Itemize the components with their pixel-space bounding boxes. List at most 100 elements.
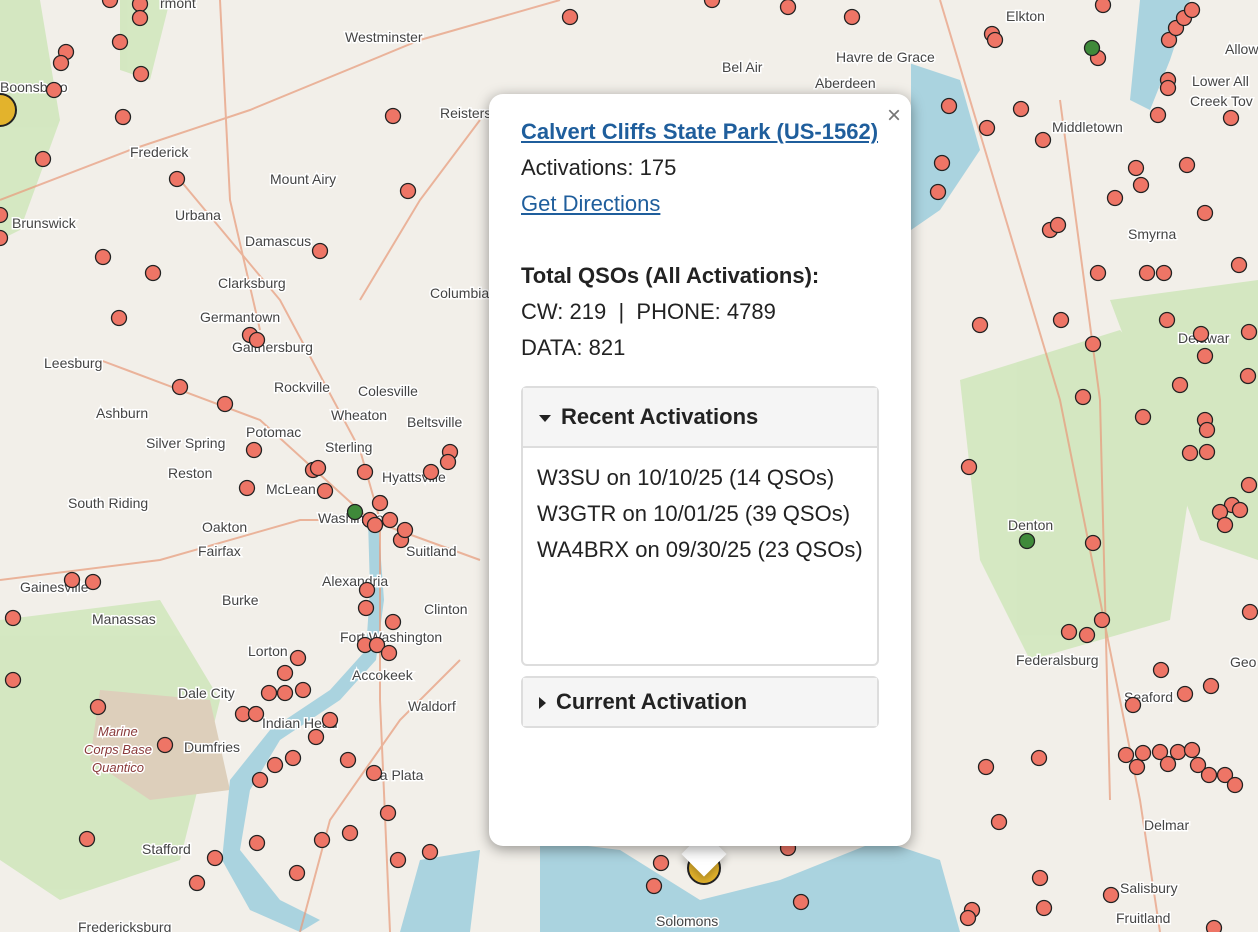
park-marker <box>78 830 96 848</box>
park-marker <box>421 843 439 861</box>
park-marker <box>1034 131 1052 149</box>
park-marker <box>1035 899 1053 917</box>
directions-link[interactable]: Get Directions <box>521 191 661 216</box>
place-label: Lorton <box>248 643 288 659</box>
place-label: Ashburn <box>96 405 148 421</box>
park-marker <box>1089 264 1107 282</box>
place-label: Silver Spring <box>146 435 225 451</box>
active-marker <box>1083 39 1101 57</box>
park-marker <box>379 804 397 822</box>
park-marker <box>245 441 263 459</box>
park-marker <box>1084 335 1102 353</box>
place-label: Clinton <box>424 601 468 617</box>
park-marker <box>1102 886 1120 904</box>
recent-list: W3SU on 10/10/25 (14 QSOs) W3GTR on 10/0… <box>523 448 877 664</box>
park-marker <box>276 684 294 702</box>
place-label: Smyrna <box>1128 226 1176 242</box>
selected-marker <box>0 93 17 127</box>
park-marker <box>940 97 958 115</box>
recent-item: W3SU on 10/10/25 (14 QSOs) <box>537 465 835 490</box>
close-button[interactable]: × <box>886 102 901 129</box>
park-marker <box>1183 1 1201 19</box>
park-marker <box>389 851 407 869</box>
place-label: Brunswick <box>12 215 77 231</box>
mode-value: 4789 <box>726 299 776 324</box>
park-marker <box>1030 749 1048 767</box>
place-label: Leesburg <box>44 355 102 371</box>
park-marker <box>313 831 331 849</box>
park-marker <box>1094 0 1112 14</box>
place-label: Creek Tov <box>1190 93 1253 109</box>
place-label: Burke <box>222 592 259 608</box>
park-marker <box>1189 756 1207 774</box>
place-label: Frederick <box>130 144 189 160</box>
park-marker <box>4 609 22 627</box>
park-marker <box>380 644 398 662</box>
park-marker <box>1198 421 1216 439</box>
place-label: Marine <box>98 724 138 739</box>
park-marker <box>990 813 1008 831</box>
place-label: Clarksburg <box>218 275 286 291</box>
park-marker <box>1196 347 1214 365</box>
park-marker <box>288 864 306 882</box>
roads <box>0 0 1161 932</box>
park-marker <box>251 771 269 789</box>
park-marker <box>439 453 457 471</box>
park-marker <box>34 150 52 168</box>
place-label: Indian Head <box>262 715 338 731</box>
place-label: Damascus <box>245 233 311 249</box>
mode-value: 219 <box>569 299 607 324</box>
park-marker <box>1241 603 1258 621</box>
place-label: Reston <box>168 465 212 481</box>
park-marker <box>1132 176 1150 194</box>
park-marker <box>1196 204 1214 222</box>
park-marker <box>1124 696 1142 714</box>
park-title-link[interactable]: Calvert Cliffs State Park (US-1562) <box>521 119 879 144</box>
mode-label: DATA: <box>521 335 583 360</box>
current-heading: Current Activation <box>556 689 748 714</box>
park-marker <box>986 31 1004 49</box>
place-label: Corps Base <box>84 742 152 757</box>
park-marker <box>110 309 128 327</box>
park-marker <box>45 81 63 99</box>
place-label: La Plata <box>372 767 424 783</box>
park-marker <box>156 736 174 754</box>
park-marker <box>1149 106 1167 124</box>
park-marker <box>266 756 284 774</box>
place-label: Federalsburg <box>1016 652 1099 668</box>
park-marker <box>368 636 386 654</box>
park-marker <box>371 494 389 512</box>
recent-heading: Recent Activations <box>561 404 759 429</box>
park-marker <box>1159 79 1177 97</box>
park-marker <box>188 874 206 892</box>
park-marker <box>131 9 149 27</box>
park-marker <box>4 671 22 689</box>
park-marker <box>1202 677 1220 695</box>
park-marker <box>321 711 339 729</box>
park-marker <box>1231 501 1249 519</box>
place-label: Fruitland <box>1116 910 1170 926</box>
place-label: Mount Airy <box>270 171 336 187</box>
recent-toggle[interactable]: Recent Activations <box>523 388 877 448</box>
park-marker <box>1181 444 1199 462</box>
caret <box>539 697 546 710</box>
park-marker <box>63 571 81 589</box>
park-marker <box>131 0 149 13</box>
park-marker <box>960 458 978 476</box>
place-label: Sterling <box>325 439 372 455</box>
park-marker <box>316 482 334 500</box>
place-label: Lower All <box>1192 73 1249 89</box>
park-marker <box>52 54 70 72</box>
place-label: Accokeek <box>352 667 414 683</box>
park-marker <box>792 893 810 911</box>
current-toggle[interactable]: Current Activation <box>523 678 877 726</box>
place-label: Solomons <box>656 913 718 929</box>
recent-item: WA4BRX on 09/30/25 (23 QSOs) <box>537 537 863 562</box>
park-marker <box>0 229 9 247</box>
park-marker <box>1176 685 1194 703</box>
park-marker <box>260 684 278 702</box>
modes-row: DATA: 821 <box>521 330 879 366</box>
park-marker <box>1159 755 1177 773</box>
